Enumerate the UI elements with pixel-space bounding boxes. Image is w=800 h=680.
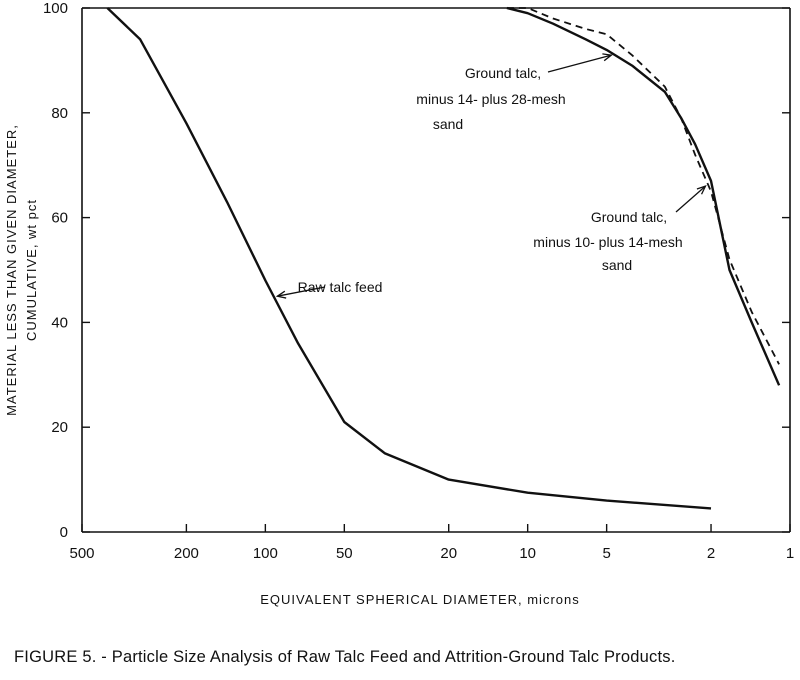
ground-talc-14-leader-line xyxy=(675,185,706,213)
ground-talc-14-annotation: Ground talc, minus 10- plus 14-mesh sand xyxy=(533,185,707,273)
ground-talc-28-mesh-line xyxy=(506,6,781,386)
ground-talc-14-arrowhead xyxy=(696,185,707,195)
ground-talc-14-label-line: Ground talc, xyxy=(591,209,667,225)
x-tick-label: 50 xyxy=(336,545,353,562)
y-axis-title-line1: MATERIAL LESS THAN GIVEN DIAMETER, xyxy=(4,124,19,416)
annotations: Raw talc feed Ground talc, minus 14- plus … xyxy=(275,53,707,299)
x-tick-label: 1 xyxy=(786,545,794,562)
ground-talc-28-leader-line xyxy=(547,54,612,73)
y-tick-label: 60 xyxy=(51,210,68,227)
x-tick-label: 20 xyxy=(440,545,457,562)
ground-talc-28-label-line: Ground talc, xyxy=(465,65,541,81)
ground-talc-14-label-line: sand xyxy=(602,257,632,273)
y-tick-label: 100 xyxy=(43,0,68,17)
axes xyxy=(81,7,791,533)
x-tick-label: 5 xyxy=(602,545,610,562)
x-axis-title: EQUIVALENT SPHERICAL DIAMETER, microns xyxy=(260,592,580,607)
raw-talc-feed-annotation: Raw talc feed xyxy=(275,279,383,299)
x-tick-label: 100 xyxy=(253,545,278,562)
y-tick-label: 80 xyxy=(51,105,68,122)
figure-caption: FIGURE 5. - Particle Size Analysis of Ra… xyxy=(14,648,676,666)
ground-talc-28-label-line: minus 14- plus 28-mesh xyxy=(416,91,565,107)
x-tick-label: 2 xyxy=(707,545,715,562)
ground-talc-28-annotation: Ground talc, minus 14- plus 28-mesh sand xyxy=(416,53,613,132)
ground-talc-28-label-line: sand xyxy=(433,116,463,132)
ground-talc-14-label-line: minus 10- plus 14-mesh xyxy=(533,234,682,250)
data-series xyxy=(106,6,781,510)
y-axis-title-line2: CUMULATIVE, wt pct xyxy=(24,199,39,341)
x-tick-label: 10 xyxy=(519,545,536,562)
raw-talc-feed-label-line: Raw talc feed xyxy=(298,279,383,295)
ground-talc-14-mesh-line xyxy=(506,7,780,365)
y-tick-label: 40 xyxy=(51,314,68,331)
x-tick-label: 200 xyxy=(174,545,199,562)
raw-talc-feed-leader-line xyxy=(277,286,326,297)
y-tick-label: 0 xyxy=(60,524,68,541)
x-tick-label: 500 xyxy=(69,545,94,562)
raw-talc-feed-line xyxy=(106,7,712,510)
ground-talc-28-arrowhead xyxy=(602,53,613,62)
raw-talc-feed-arrowhead xyxy=(275,290,287,299)
y-tick-label: 20 xyxy=(51,419,68,436)
